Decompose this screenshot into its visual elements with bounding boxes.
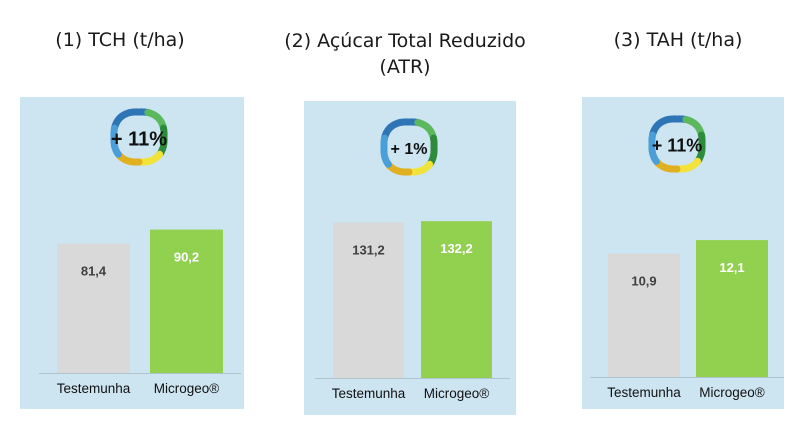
bar-value-label: 10,9 — [631, 274, 656, 289]
bar-value-label: 90,2 — [174, 250, 199, 265]
growth-badge-label: + 1% — [391, 141, 428, 158]
category-label: Microgeo® — [424, 386, 490, 401]
bar-microgeo — [150, 229, 223, 373]
chart-2-title: (2) Açúcar Total Reduzido (ATR) — [284, 30, 526, 78]
category-label: Microgeo® — [154, 381, 220, 396]
bar-testemunha — [333, 222, 404, 378]
category-label: Testemunha — [57, 381, 131, 396]
bar-value-label: 81,4 — [81, 264, 107, 279]
bar-testemunha — [57, 243, 130, 373]
bar-microgeo — [696, 240, 768, 377]
growth-badge-icon — [380, 118, 438, 176]
bar-value-label: 132,2 — [440, 241, 473, 256]
chart-panel-3: 10,9 Testemunha 12,1 Microgeo® + 11% — [582, 97, 784, 409]
chart-panel-1: 81,4 Testemunha 90,2 Microgeo® + 11% — [20, 97, 244, 409]
bar-microgeo — [421, 221, 492, 378]
chart-panel-2: 131,2 Testemunha 132,2 Microgeo® + 1% — [304, 101, 516, 415]
bar-value-label: 12,1 — [719, 260, 744, 275]
growth-badge-label: + 11% — [111, 128, 167, 150]
category-label: Microgeo® — [699, 385, 765, 400]
bar-value-label: 131,2 — [352, 242, 385, 257]
category-label: Testemunha — [332, 386, 406, 401]
chart-3-title: (3) TAH (t/ha) — [613, 29, 743, 51]
chart-2: 131,2 Testemunha 132,2 Microgeo® + 1% — [315, 118, 510, 401]
growth-badge-icon — [648, 115, 706, 173]
chart-3: 10,9 Testemunha 12,1 Microgeo® + 11% — [590, 115, 784, 400]
growth-badge-label: + 11% — [652, 136, 703, 156]
bar-testemunha — [608, 253, 680, 377]
category-label: Testemunha — [607, 385, 681, 400]
chart-1-title: (1) TCH (t/ha) — [55, 29, 185, 51]
growth-badge-icon — [110, 108, 168, 166]
chart-1: 81,4 Testemunha 90,2 Microgeo® + 11% — [39, 108, 241, 396]
